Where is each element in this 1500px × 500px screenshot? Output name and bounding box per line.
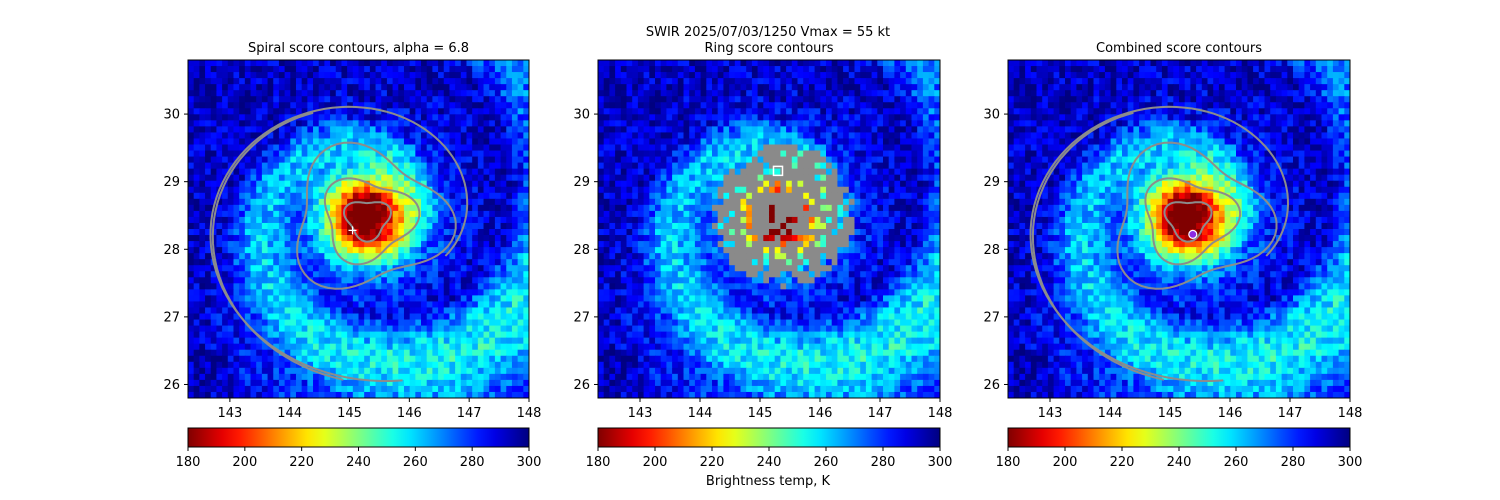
colorbar-tick-label: 240 <box>757 455 782 470</box>
score-contours <box>1029 105 1290 382</box>
y-tick-label: 28 <box>573 243 590 258</box>
y-tick-label: 30 <box>983 108 1000 123</box>
x-tick-label: 143 <box>217 406 242 421</box>
panel-2: Ring score contours 143 144 145 146 147 148 26 2… <box>573 41 952 470</box>
x-tick-label: 148 <box>928 406 953 421</box>
colorbar-tick-label: 180 <box>586 455 611 470</box>
x-tick-label: 145 <box>748 406 773 421</box>
x-tick-label: 144 <box>277 406 302 421</box>
colorbar-tick-label: 180 <box>176 455 201 470</box>
x-tick-label: 147 <box>457 406 482 421</box>
colorbar-tick-label: 300 <box>928 455 953 470</box>
panel-title: Ring score contours <box>704 41 833 56</box>
contour-line <box>211 111 344 381</box>
contour-line <box>1144 177 1242 266</box>
colorbar-tick-label: 300 <box>517 455 542 470</box>
colorbar-tick-label: 240 <box>346 455 371 470</box>
x-tick-label: 146 <box>397 406 422 421</box>
axes-frame <box>187 59 530 399</box>
contour-line <box>342 201 392 243</box>
colorbar-tick-label: 220 <box>1110 455 1135 470</box>
colorbar-tick-label: 200 <box>1053 455 1078 470</box>
colorbar-tick-label: 260 <box>1224 455 1249 470</box>
x-tick-label: 145 <box>1158 406 1183 421</box>
colorbar-tick-label: 200 <box>232 455 257 470</box>
x-tick-label: 144 <box>688 406 713 421</box>
x-tick-label: 145 <box>337 406 362 421</box>
colorbar-tick-label: 180 <box>996 455 1021 470</box>
panel-title: Combined score contours <box>1096 41 1262 56</box>
x-tick-label: 146 <box>808 406 833 421</box>
x-tick-label: 148 <box>517 406 542 421</box>
colorbar-tick-label: 280 <box>871 455 896 470</box>
brightness-heatmap <box>598 60 940 398</box>
colorbar-tick-label: 280 <box>460 455 485 470</box>
x-tick-label: 146 <box>1218 406 1243 421</box>
y-tick-label: 27 <box>163 310 180 325</box>
colorbar <box>1007 427 1351 448</box>
contour-line <box>1116 141 1278 290</box>
y-tick-label: 30 <box>573 108 590 123</box>
axes-frame <box>597 59 941 399</box>
x-tick-label: 147 <box>1278 406 1303 421</box>
x-tick-label: 148 <box>1338 406 1363 421</box>
colorbar-axis-label: Brightness temp, K <box>706 474 831 489</box>
brightness-heatmap <box>188 60 529 398</box>
x-tick-label: 147 <box>868 406 893 421</box>
center-marker <box>772 165 784 177</box>
colorbar-tick-label: 220 <box>700 455 725 470</box>
contour-line <box>1163 201 1213 243</box>
y-tick-label: 28 <box>983 243 1000 258</box>
contour-line <box>296 141 457 290</box>
panel-1: Spiral score contours, alpha = 6.8 143 144… <box>163 41 541 470</box>
colorbar-tick-label: 300 <box>1338 455 1363 470</box>
contour-line <box>323 177 421 266</box>
y-tick-label: 27 <box>983 310 1000 325</box>
x-tick-label: 143 <box>628 406 653 421</box>
y-tick-label: 28 <box>163 243 180 258</box>
contour-line <box>1031 111 1165 381</box>
colorbar <box>187 427 530 448</box>
center-marker <box>348 226 357 235</box>
center-marker <box>1188 229 1198 240</box>
colorbar-tick-label: 220 <box>289 455 314 470</box>
panel-3: Combined score contours 143 144 145 146 147 14… <box>983 41 1362 470</box>
figure-suptitle: SWIR 2025/07/03/1250 Vmax = 55 kt <box>646 25 890 40</box>
y-tick-label: 26 <box>163 378 180 393</box>
colorbar-tick-label: 260 <box>403 455 428 470</box>
panel-title: Spiral score contours, alpha = 6.8 <box>248 41 469 56</box>
axes-frame <box>1007 59 1351 399</box>
colorbar-tick-label: 280 <box>1281 455 1306 470</box>
y-tick-label: 29 <box>573 175 590 190</box>
brightness-heatmap <box>1008 60 1350 398</box>
score-contours <box>209 105 469 382</box>
colorbar-tick-label: 240 <box>1167 455 1192 470</box>
y-tick-label: 26 <box>573 378 590 393</box>
colorbar-tick-label: 200 <box>643 455 668 470</box>
colorbar-tick-label: 260 <box>814 455 839 470</box>
y-tick-label: 26 <box>983 378 1000 393</box>
x-tick-label: 143 <box>1038 406 1063 421</box>
y-tick-label: 30 <box>163 108 180 123</box>
y-tick-label: 29 <box>983 175 1000 190</box>
y-tick-label: 27 <box>573 310 590 325</box>
y-tick-label: 29 <box>163 175 180 190</box>
colorbar <box>597 427 941 448</box>
x-tick-label: 144 <box>1098 406 1123 421</box>
